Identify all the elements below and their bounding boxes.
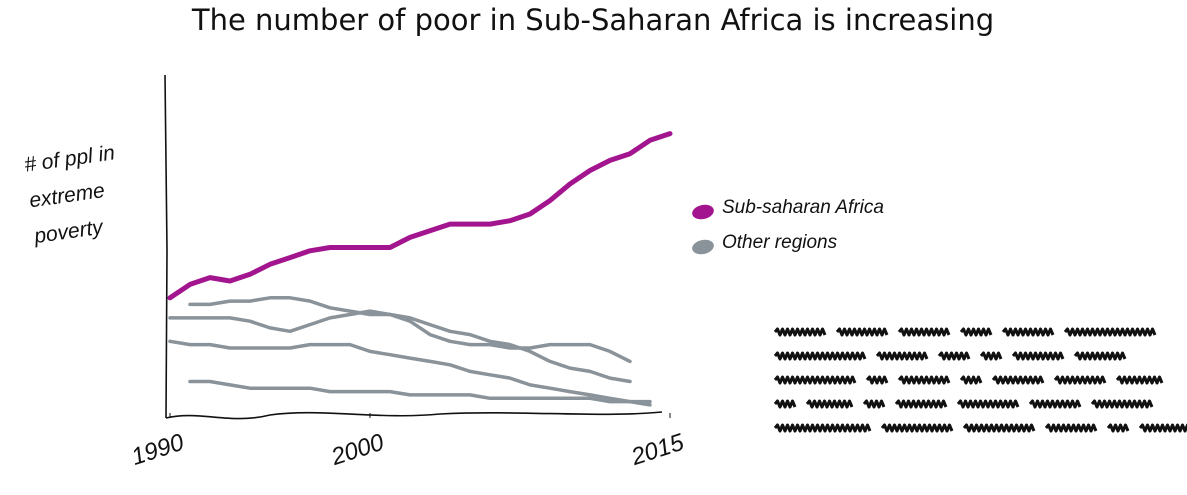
- y-axis-label: # of ppl in extreme poverty: [22, 141, 117, 249]
- x-tick-label: 2000: [327, 429, 388, 472]
- series-line: [188, 379, 652, 404]
- scribble-word: [773, 399, 797, 409]
- series-line: [168, 339, 652, 407]
- scribble-word: [897, 327, 951, 337]
- scribble-word: [773, 423, 872, 433]
- x-axis: [165, 411, 663, 420]
- scribble-word: [1090, 399, 1154, 409]
- chart-title: The number of poor in Sub-Saharan Africa…: [191, 3, 994, 37]
- legend-label: Sub-saharan Africa: [722, 197, 884, 218]
- scribble-word: [1115, 375, 1164, 385]
- scribble-word: [1011, 351, 1065, 361]
- scribble-word: [1028, 399, 1082, 409]
- scribble-word: [1106, 423, 1130, 433]
- scribble-word: [894, 399, 948, 409]
- scribble-word: [1138, 423, 1187, 433]
- scribble-word: [1044, 423, 1098, 433]
- y-axis: [164, 74, 168, 419]
- legend-label: Other regions: [722, 232, 838, 253]
- scribble-word: [865, 375, 889, 385]
- scribble-word: [862, 399, 886, 409]
- placeholder-text: [773, 327, 1187, 433]
- scribble-word: [1053, 375, 1107, 385]
- x-tick-label: 2015: [627, 429, 688, 472]
- scribble-word: [962, 423, 1036, 433]
- scribble-word: [1063, 327, 1157, 337]
- scribble-word: [897, 375, 951, 385]
- scribble-word: [805, 399, 854, 409]
- scribble-word: [979, 351, 1003, 361]
- series-line: [188, 296, 632, 384]
- scribble-word: [880, 423, 954, 433]
- scribble-word: [773, 351, 867, 361]
- legend-marker: [692, 239, 714, 255]
- series-line: [167, 131, 673, 301]
- scribble-word: [959, 327, 993, 337]
- series-line: [168, 309, 632, 364]
- scribble-word: [991, 375, 1045, 385]
- x-tick-label: 1990: [128, 429, 188, 471]
- scribble-word: [773, 375, 857, 385]
- scribble-word: [835, 327, 889, 337]
- scribble-word: [959, 375, 983, 385]
- legend-marker: [692, 204, 714, 220]
- scribble-word: [1073, 351, 1127, 361]
- scribble-word: [1001, 327, 1055, 337]
- scribble-word: [937, 351, 971, 361]
- scribble-word: [956, 399, 1020, 409]
- scribble-word: [773, 327, 827, 337]
- scribble-word: [875, 351, 929, 361]
